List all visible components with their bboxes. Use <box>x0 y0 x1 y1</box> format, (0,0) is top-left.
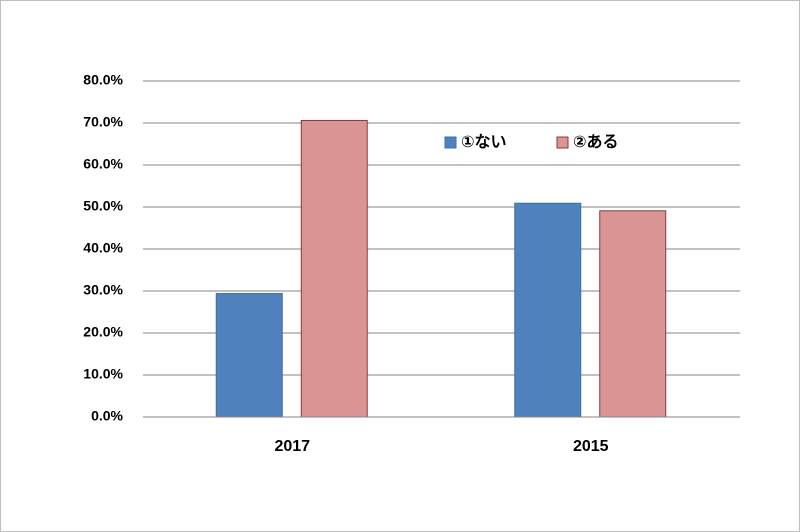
bar <box>599 210 667 418</box>
y-tick-label: 80.0% <box>83 72 123 88</box>
y-tick-label: 60.0% <box>83 156 123 172</box>
y-tick-label: 50.0% <box>83 198 123 214</box>
bar <box>300 119 368 418</box>
x-tick-label: 2015 <box>573 438 609 455</box>
y-tick-label: 20.0% <box>83 324 123 340</box>
bar <box>215 293 283 418</box>
x-tick-label: 2017 <box>274 438 310 455</box>
legend-swatch <box>444 136 457 149</box>
y-tick-label: 0.0% <box>91 408 123 424</box>
bar <box>514 202 582 418</box>
y-tick-label: 30.0% <box>83 282 123 298</box>
legend-swatch <box>556 136 569 149</box>
legend-label: ①ない <box>461 133 507 151</box>
legend-label: ②ある <box>573 133 619 151</box>
y-tick-label: 70.0% <box>83 114 123 130</box>
y-tick-label: 40.0% <box>83 240 123 256</box>
y-tick-label: 10.0% <box>83 366 123 382</box>
